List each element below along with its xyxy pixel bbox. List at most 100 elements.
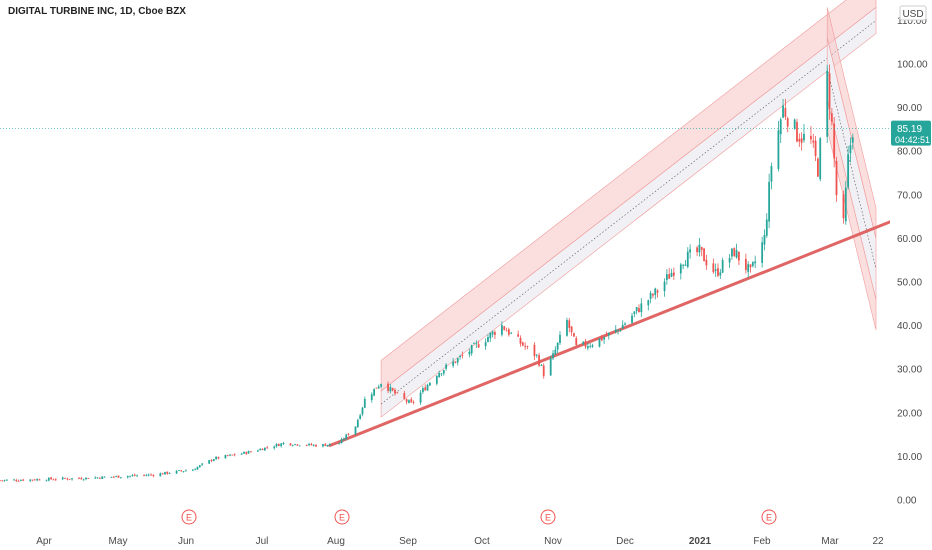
candle-body [510,332,513,334]
candle [682,263,685,270]
candle-body [761,242,764,263]
x-tick-label: Sep [399,536,417,547]
candle [257,449,259,452]
candle [533,342,536,361]
candle-body [47,477,50,481]
time-axis[interactable]: Apr May Jun Jul Aug Sep Oct Nov Dec 2021 Feb Mar 22 E… [36,509,884,547]
candle-body [844,187,847,222]
earnings-label: E [186,513,192,523]
candle-body [78,477,80,479]
candle-body [621,324,624,329]
candle-body [556,342,559,350]
candle [87,478,90,479]
candle-body [33,479,36,481]
candle [631,312,633,324]
candle-body [586,346,589,349]
candle [717,263,719,278]
candle [489,332,492,343]
candle-body [289,443,292,446]
earnings-circle [540,509,556,525]
candle-body [698,244,701,253]
pitchfork-up-median[interactable] [380,20,877,405]
earnings-marker[interactable]: E [181,509,197,525]
candle-body [245,451,248,454]
candle [178,470,180,472]
currency-badge[interactable]: USD [899,5,927,21]
candle [494,330,496,340]
candle [768,173,771,229]
pitchfork-down-band[interactable] [826,7,877,239]
candle-body [345,434,348,440]
candle-body [150,474,152,476]
candle [315,444,317,447]
candle [575,336,578,347]
candle [247,450,250,454]
candle [589,342,592,349]
candle [152,474,155,478]
candle [814,136,817,161]
candle [322,443,324,448]
candle [475,340,478,349]
candle [96,477,99,479]
earnings-marker[interactable]: E [540,509,556,525]
candle [635,306,638,315]
candle [182,471,185,473]
candle-body [391,388,394,391]
candle-body [408,400,410,403]
candle [507,327,510,337]
candle [280,443,283,448]
candle [679,262,682,280]
pitchfork-layer[interactable] [380,0,877,418]
candle [826,64,829,143]
candle-body [247,451,250,454]
candle-body [538,355,540,366]
candle-body [191,469,194,471]
candle [668,267,671,279]
candle-body [424,387,427,391]
candle-body [257,450,259,452]
candle [412,400,415,405]
earnings-marker[interactable]: E [334,509,350,525]
candle-body [793,119,796,129]
candle [196,466,199,470]
candle-body [363,398,366,408]
candle-body [461,355,464,357]
x-tick-label: May [109,536,128,547]
candle [391,387,394,392]
candle [487,333,489,343]
pitchfork-down-median[interactable] [826,68,877,269]
trendline-layer[interactable] [328,220,892,447]
candle-body [356,419,359,428]
candle [603,336,606,345]
candle-body [145,475,148,477]
candle [477,340,480,349]
candle [607,332,610,340]
candle [164,471,166,475]
earnings-label: E [766,513,772,523]
candle [721,257,724,274]
candle-body [603,337,606,340]
candle-body [282,443,285,444]
candle [126,475,129,479]
candle [13,478,15,481]
support-trendline[interactable] [328,220,892,447]
candle-body [324,444,327,447]
earnings-marker[interactable]: E [761,509,777,525]
candle [103,476,106,478]
pitchfork-up-band[interactable] [380,0,877,392]
candle [266,446,269,449]
candle-body [738,251,740,261]
candle-body [670,272,673,277]
candle-body [445,364,448,369]
candle-body [243,451,245,454]
candle [347,433,350,436]
candle [175,470,178,475]
candle [112,476,115,479]
candle [503,325,506,331]
candle-body [542,365,545,377]
candle [131,474,134,477]
price-axis[interactable]: 0.00 10.00 20.00 30.00 40.00 50.00 60.00 70.00 8… [890,0,932,550]
candle [340,437,343,444]
